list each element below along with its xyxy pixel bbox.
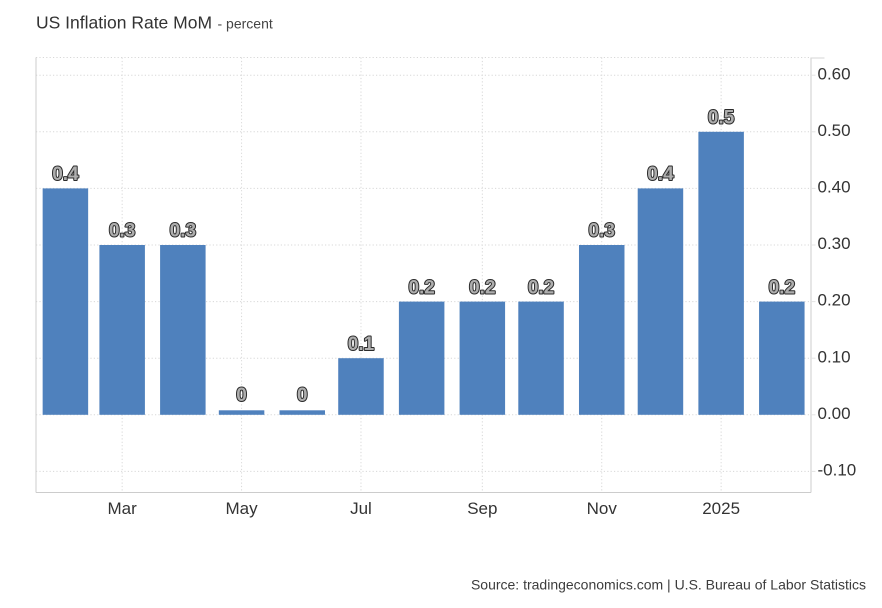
svg-text:0.2: 0.2: [769, 277, 795, 298]
svg-text:Source: tradingeconomics.com |: Source: tradingeconomics.com | U.S. Bure…: [471, 577, 866, 593]
svg-text:- percent: - percent: [218, 16, 273, 32]
svg-text:0.3: 0.3: [589, 221, 615, 242]
svg-text:0.4: 0.4: [647, 164, 674, 185]
svg-text:May: May: [226, 499, 259, 518]
svg-text:0.40: 0.40: [818, 178, 851, 197]
svg-text:US Inflation Rate MoM: US Inflation Rate MoM: [36, 13, 212, 33]
svg-text:Nov: Nov: [587, 499, 618, 518]
svg-text:0.20: 0.20: [818, 291, 851, 310]
svg-text:0.5: 0.5: [708, 108, 735, 129]
svg-text:0.1: 0.1: [348, 334, 375, 355]
svg-text:0: 0: [236, 385, 247, 406]
svg-text:0: 0: [297, 385, 308, 406]
svg-text:0.3: 0.3: [109, 221, 135, 242]
svg-text:0.10: 0.10: [818, 347, 851, 366]
svg-text:0.3: 0.3: [170, 221, 196, 242]
svg-text:0.4: 0.4: [52, 164, 79, 185]
svg-text:-0.10: -0.10: [818, 461, 857, 480]
svg-text:Mar: Mar: [108, 499, 138, 518]
svg-text:0.2: 0.2: [528, 277, 554, 298]
svg-text:0.2: 0.2: [469, 277, 495, 298]
svg-text:2025: 2025: [702, 499, 740, 518]
svg-text:0.00: 0.00: [818, 404, 851, 423]
svg-text:0.50: 0.50: [818, 121, 851, 140]
svg-text:Jul: Jul: [350, 499, 372, 518]
svg-text:0.2: 0.2: [408, 277, 434, 298]
svg-text:0.60: 0.60: [818, 64, 851, 83]
svg-text:0.30: 0.30: [818, 234, 851, 253]
svg-text:Sep: Sep: [467, 499, 497, 518]
